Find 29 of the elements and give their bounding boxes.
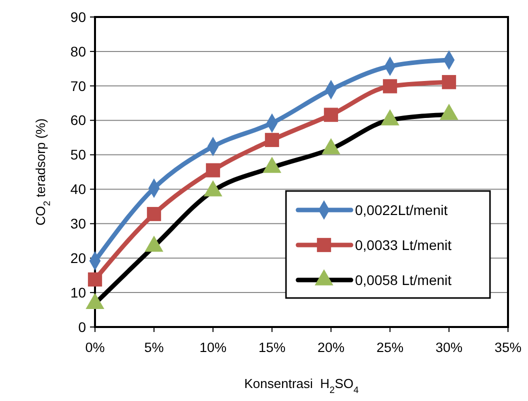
x-tick-label: 5% — [144, 340, 164, 355]
y-tick-label: 40 — [70, 181, 86, 198]
y-tick-label: 70 — [70, 78, 86, 94]
x-tick-label: 20% — [317, 340, 345, 355]
x-tick-label: 10% — [199, 340, 227, 355]
point — [206, 163, 220, 178]
y-tick-label: 60 — [70, 112, 86, 128]
x-axis-title: Konsentrasi H$_{2}$SO$_{4}$ — [244, 376, 359, 395]
x-tick-label: 25% — [376, 340, 404, 355]
y-tick-label: 0 — [78, 318, 86, 335]
point — [442, 75, 456, 90]
point — [264, 132, 280, 148]
point — [324, 108, 338, 122]
legend-label: 0,0058 Lt/menit — [355, 272, 452, 288]
y-tick-label: 10 — [70, 284, 86, 300]
x-tick-label: 30% — [435, 340, 463, 355]
x-tick-label: 15% — [258, 340, 286, 355]
y-tick-label: 30 — [70, 216, 86, 232]
x-tick-label: 0% — [85, 340, 105, 355]
point — [382, 79, 398, 94]
y-tick-label: 20 — [70, 250, 86, 266]
y-tick-label: 80 — [70, 43, 86, 60]
legend-label: 0,0022Lt/menit — [355, 202, 448, 218]
x-tick-label: 35% — [494, 340, 522, 355]
y-tick-label: 90 — [70, 8, 86, 25]
y-tick-label: 50 — [70, 146, 86, 163]
point — [146, 206, 162, 222]
legend-label: 0,0033 Lt/menit — [355, 236, 452, 253]
point — [88, 272, 102, 287]
